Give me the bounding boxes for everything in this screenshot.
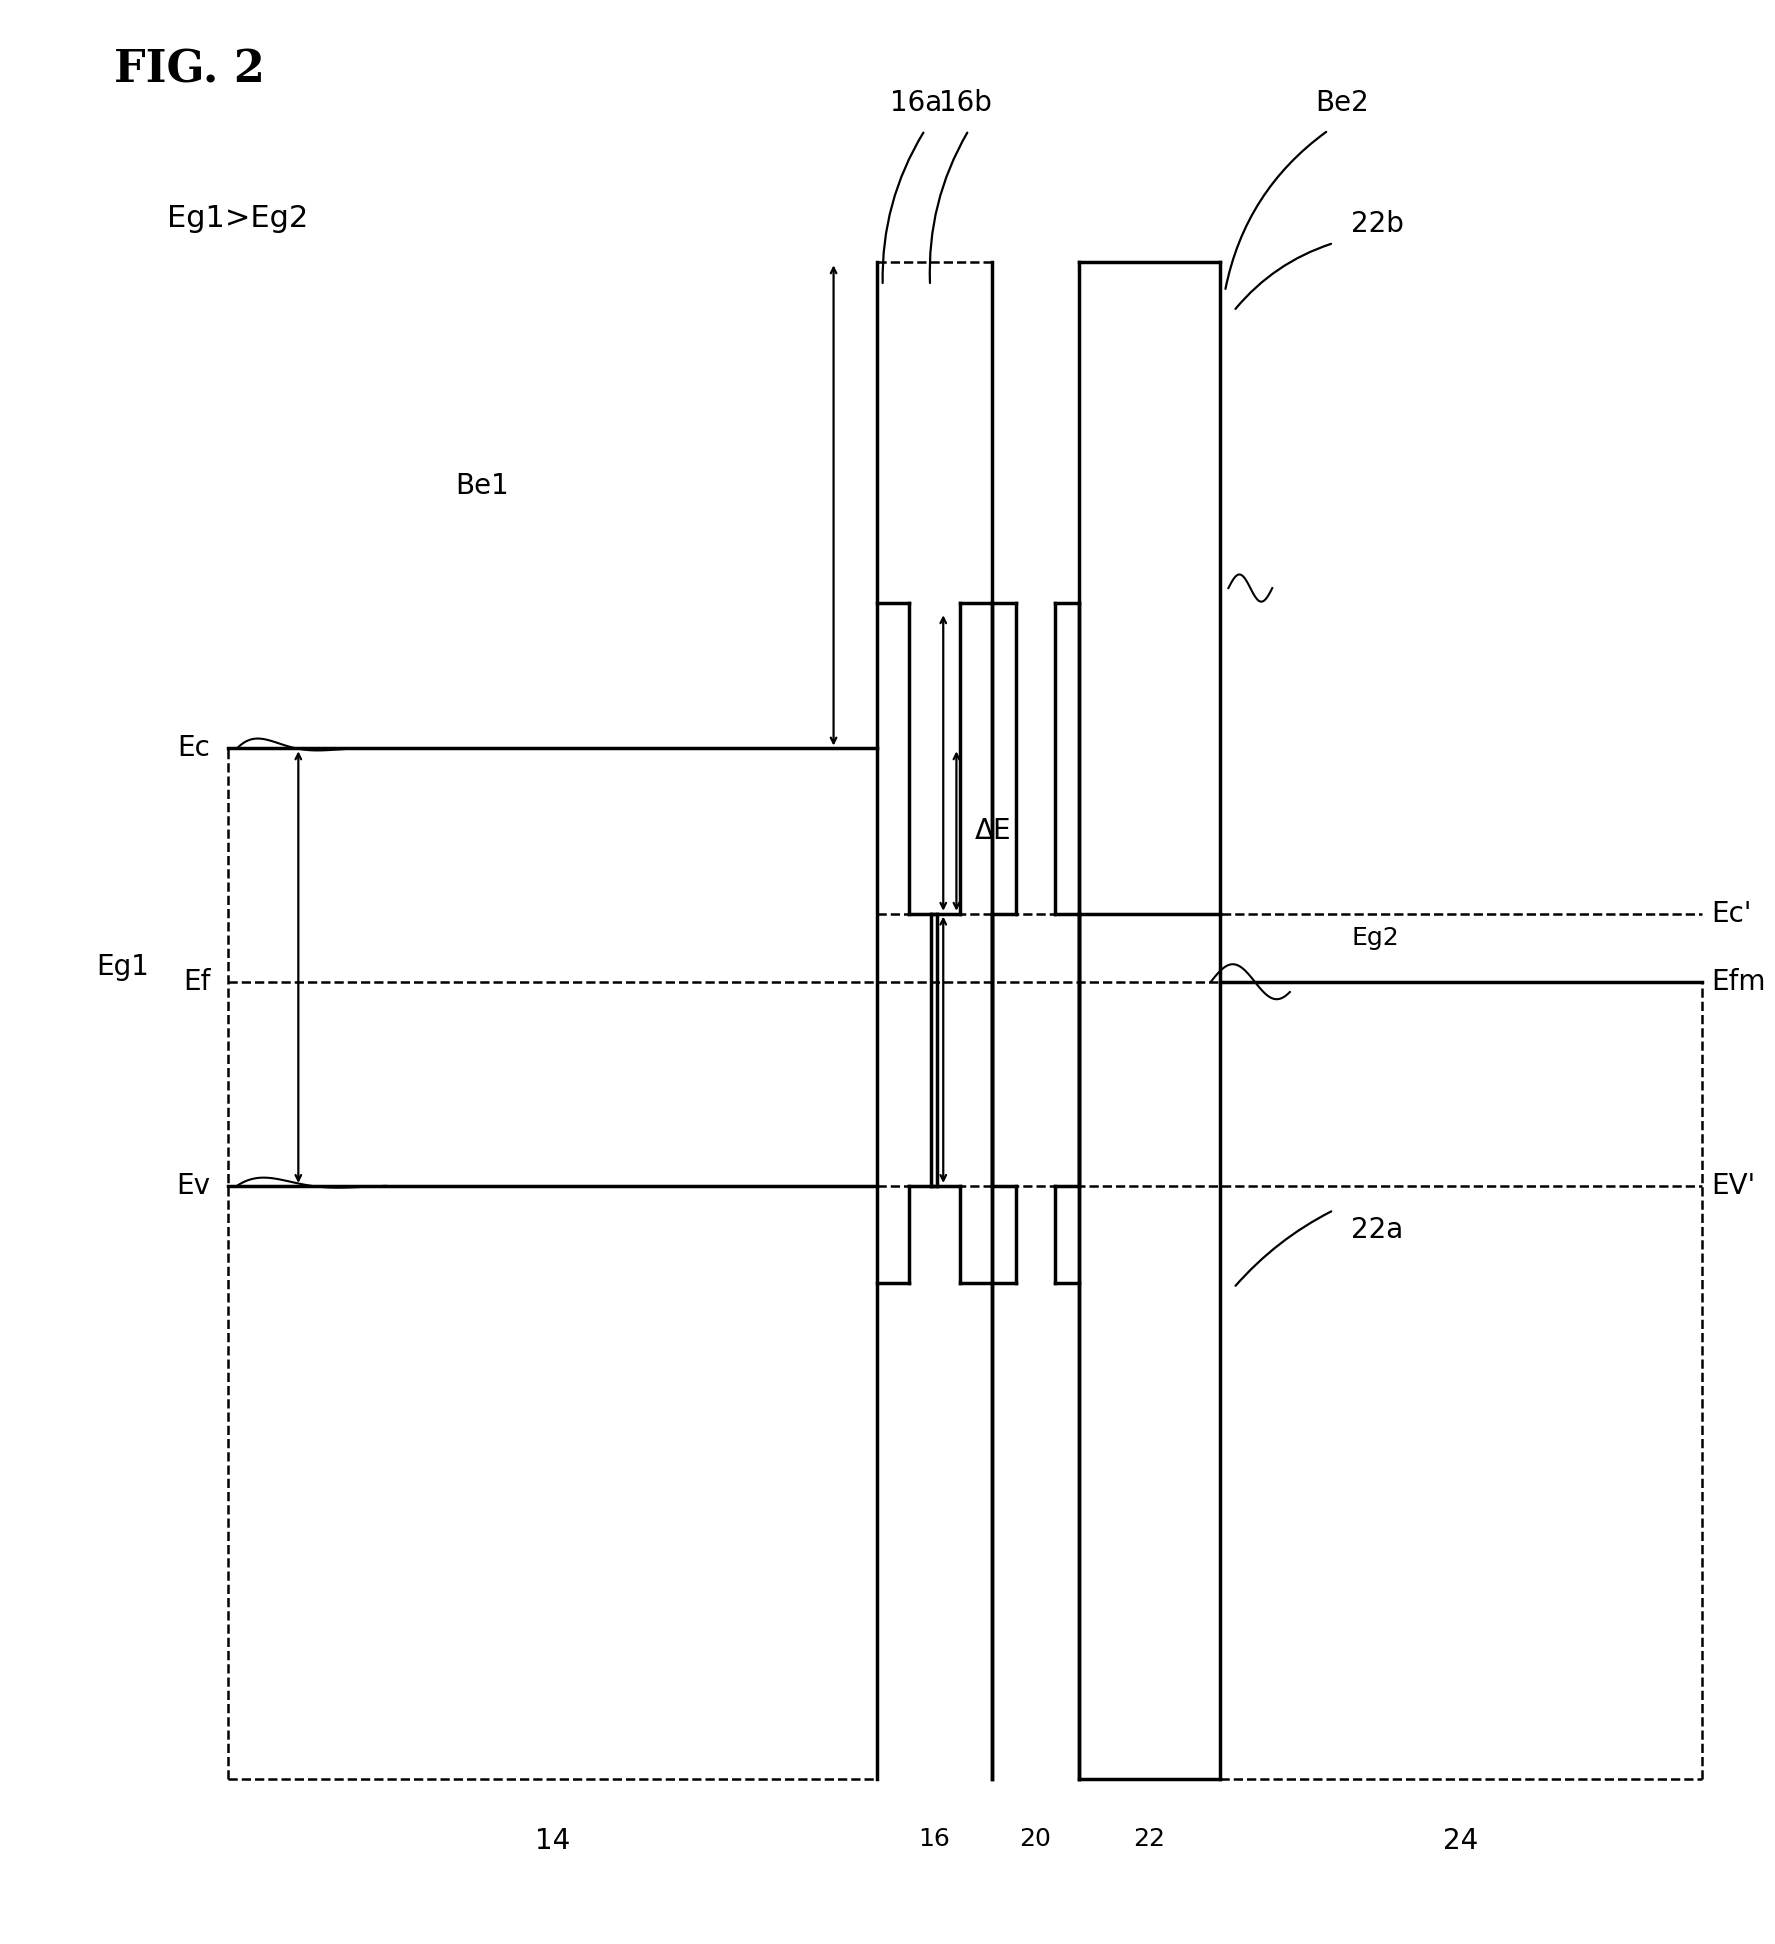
Text: 24: 24 <box>1443 1827 1479 1855</box>
Text: 16a: 16a <box>889 89 943 117</box>
Text: 14: 14 <box>536 1827 570 1855</box>
Text: Be1: Be1 <box>456 472 509 500</box>
Text: Be2: Be2 <box>1315 89 1369 117</box>
Text: $\Delta$E: $\Delta$E <box>974 816 1010 846</box>
Text: 16b: 16b <box>939 89 992 117</box>
Text: Ec: Ec <box>178 735 211 762</box>
Text: Ef: Ef <box>183 968 211 995</box>
Text: EV': EV' <box>1711 1172 1755 1199</box>
Text: 22: 22 <box>1134 1827 1166 1851</box>
Text: Eg1: Eg1 <box>96 953 149 982</box>
Text: Ec': Ec' <box>1711 900 1752 927</box>
Text: 20: 20 <box>1019 1827 1051 1851</box>
Text: Eg2: Eg2 <box>1351 925 1399 951</box>
Text: 22a: 22a <box>1351 1215 1404 1244</box>
Text: Ev: Ev <box>176 1172 211 1199</box>
Text: FIG. 2: FIG. 2 <box>114 49 264 91</box>
Text: 22b: 22b <box>1351 210 1404 237</box>
Text: Eg1>Eg2: Eg1>Eg2 <box>167 204 309 233</box>
Text: Efm: Efm <box>1711 968 1766 995</box>
Text: 16: 16 <box>918 1827 950 1851</box>
